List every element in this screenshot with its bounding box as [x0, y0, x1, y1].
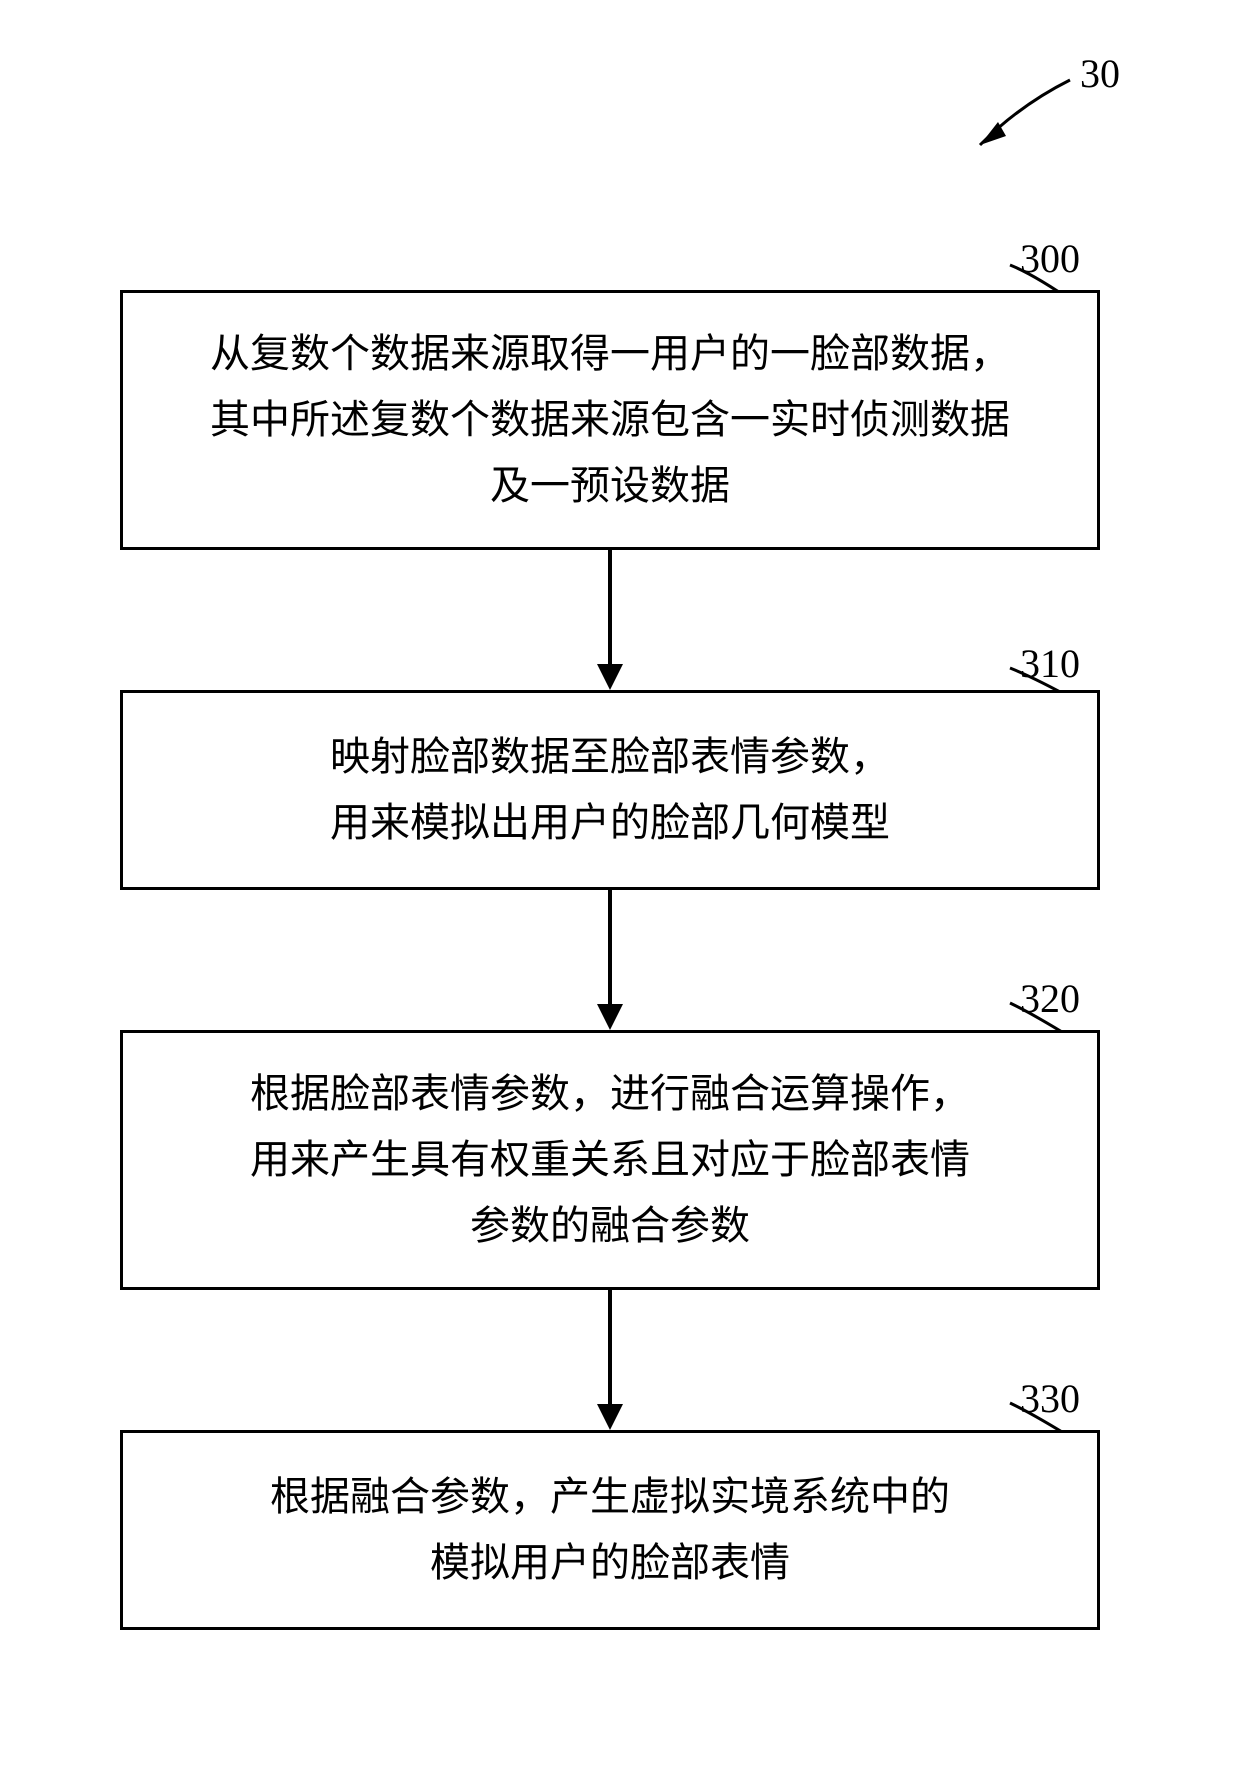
node-step310: 映射脸部数据至脸部表情参数， 用来模拟出用户的脸部几何模型: [120, 690, 1100, 890]
leader-30: [940, 50, 1100, 170]
figure-label-30: 30: [1080, 50, 1120, 97]
node-label-300: 300: [1020, 235, 1080, 282]
node-step320-text: 根据脸部表情参数，进行融合运算操作， 用来产生具有权重关系且对应于脸部表情 参数…: [250, 1061, 970, 1259]
flowchart-canvas: 30 300 从复数个数据来源取得一用户的一脸部数据， 其中所述复数个数据来源包…: [0, 0, 1240, 1766]
edge-310-320-line: [608, 890, 612, 1004]
edge-320-330-line: [608, 1290, 612, 1404]
node-step300-text: 从复数个数据来源取得一用户的一脸部数据， 其中所述复数个数据来源包含一实时侦测数…: [210, 321, 1010, 519]
node-step330: 根据融合参数，产生虚拟实境系统中的 模拟用户的脸部表情: [120, 1430, 1100, 1630]
edge-300-310-line: [608, 550, 612, 664]
node-step320: 根据脸部表情参数，进行融合运算操作， 用来产生具有权重关系且对应于脸部表情 参数…: [120, 1030, 1100, 1290]
edge-310-320-head: [597, 1004, 623, 1030]
node-step330-text: 根据融合参数，产生虚拟实境系统中的 模拟用户的脸部表情: [270, 1464, 950, 1596]
node-label-310: 310: [1020, 640, 1080, 687]
node-label-330: 330: [1020, 1375, 1080, 1422]
node-step310-text: 映射脸部数据至脸部表情参数， 用来模拟出用户的脸部几何模型: [330, 724, 890, 856]
edge-320-330-head: [597, 1404, 623, 1430]
node-step300: 从复数个数据来源取得一用户的一脸部数据， 其中所述复数个数据来源包含一实时侦测数…: [120, 290, 1100, 550]
node-label-320: 320: [1020, 975, 1080, 1022]
edge-300-310-head: [597, 664, 623, 690]
